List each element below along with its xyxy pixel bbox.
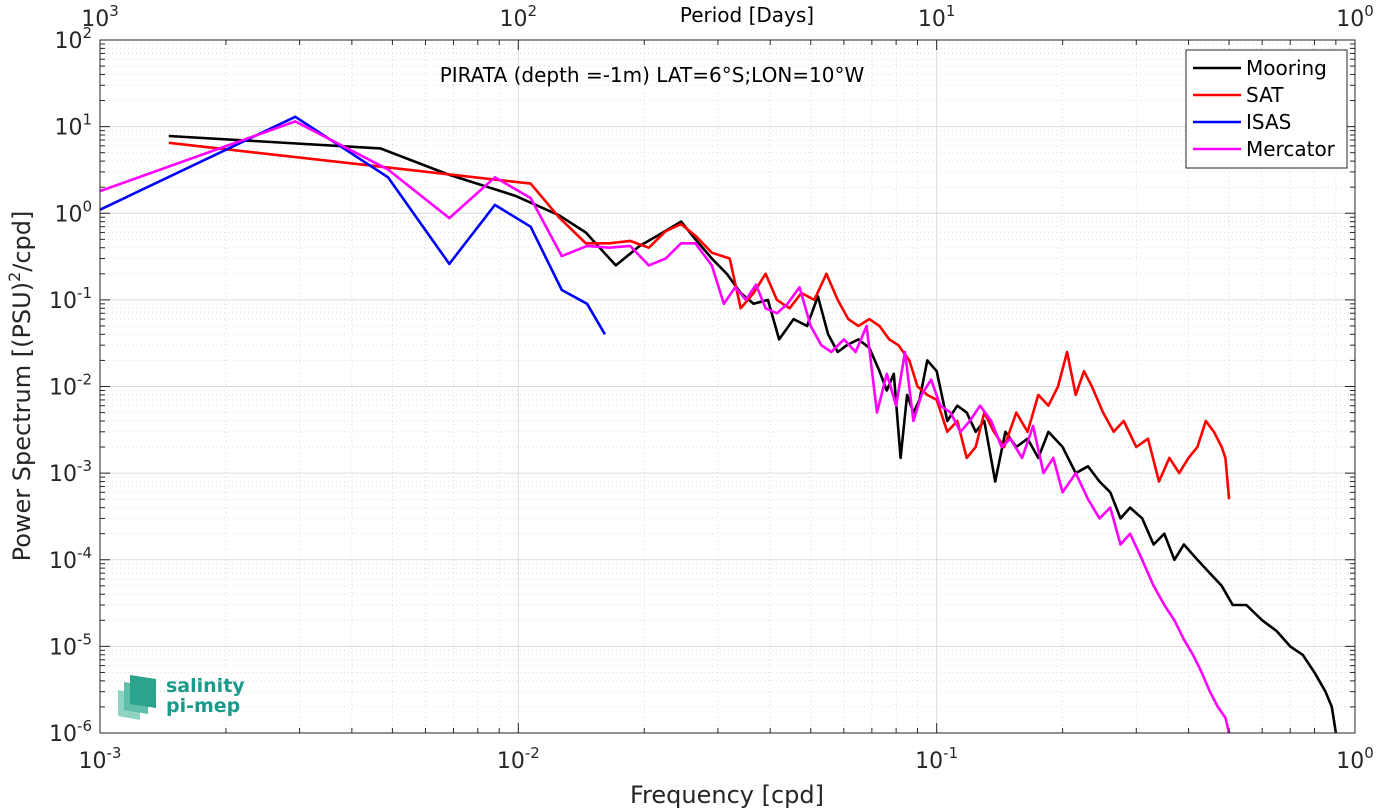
y-tick-label: 10-5	[49, 630, 92, 660]
series-line-sat	[168, 141, 1231, 500]
series-layer	[99, 115, 1338, 734]
logo-wave-3	[130, 675, 156, 708]
x-tick-label-base: 10	[79, 749, 107, 774]
y-tick-label-exp: -5	[77, 630, 92, 648]
logo-line1: salinity	[166, 675, 245, 697]
y-tick-label-exp: -4	[77, 544, 92, 562]
legend-box	[1185, 49, 1348, 169]
x-tick-label: 10-2	[497, 744, 540, 774]
x-tick-label-base: 10	[915, 749, 943, 774]
x-tick-label-exp: 0	[1364, 744, 1374, 762]
y-tick-label: 102	[54, 24, 92, 54]
x-tick-label-base: 10	[1336, 749, 1364, 774]
top-tick-label: 103	[81, 2, 119, 32]
top-tick-label-exp: 2	[528, 2, 538, 20]
y-tick-label: 10-2	[49, 371, 92, 401]
top-tick-label: 102	[500, 2, 538, 32]
y-tick-label-base: 10	[49, 635, 77, 660]
x-tick-label: 100	[1336, 744, 1374, 774]
y-tick-label-exp: 2	[82, 24, 92, 42]
y-tick-label-base: 10	[49, 722, 77, 747]
legend-label-mooring: Mooring	[1246, 56, 1327, 80]
y-tick-label-exp: 0	[82, 197, 92, 215]
series-line-mercator	[99, 120, 1231, 734]
y-tick-label: 10-1	[49, 284, 92, 314]
y-axis-label: Power Spectrum [(PSU)2/cpd]	[5, 211, 36, 562]
y-tick-label-base: 10	[54, 29, 82, 54]
x-tick-label: 10-3	[79, 744, 122, 774]
y-tick-label: 101	[54, 111, 92, 141]
x-tick-label-base: 10	[497, 749, 525, 774]
x-axis-label: Frequency [cpd]	[630, 781, 824, 809]
top-tick-labels: 103 102 101 100	[81, 2, 1374, 32]
x-tick-label-exp: -3	[107, 744, 122, 762]
x-tick-label-exp: -2	[525, 744, 540, 762]
top-tick-label-base: 10	[918, 7, 946, 32]
legend-label-mercator: Mercator	[1246, 137, 1336, 161]
x-tick-labels: 10-3 10-2 10-1 100	[79, 744, 1374, 774]
grid-major	[99, 40, 1355, 734]
legend: Mooring SAT ISAS Mercator	[1185, 49, 1348, 169]
y-tick-label-exp: -6	[77, 717, 92, 735]
y-tick-label: 10-6	[49, 717, 92, 747]
ticks-layer	[99, 39, 1356, 734]
y-tick-label-exp: 1	[82, 111, 92, 129]
y-axis-label-pre: Power Spectrum [(PSU)	[8, 282, 36, 561]
x-tick-label: 10-1	[915, 744, 958, 774]
pi-mep-logo: salinity pi-mep	[118, 675, 245, 720]
y-tick-label-base: 10	[49, 549, 77, 574]
legend-label-sat: SAT	[1246, 83, 1284, 107]
y-tick-label-exp: -3	[77, 457, 92, 475]
top-tick-label-exp: 1	[946, 2, 956, 20]
top-tick-label-base: 10	[1336, 7, 1364, 32]
top-tick-label-base: 10	[500, 7, 528, 32]
y-tick-label-base: 10	[49, 289, 77, 314]
x-tick-label-exp: -1	[943, 744, 958, 762]
y-tick-label: 10-4	[49, 544, 92, 574]
top-tick-label-exp: 0	[1364, 2, 1374, 20]
top-tick-label: 101	[918, 2, 956, 32]
y-axis-label-sup: 2	[5, 272, 24, 282]
top-axis-label: Period [Days]	[680, 3, 814, 27]
logo-line2: pi-mep	[166, 695, 240, 717]
y-tick-label: 100	[54, 197, 92, 227]
top-tick-label-base: 10	[81, 7, 109, 32]
top-tick-label-exp: 3	[109, 2, 119, 20]
legend-label-isas: ISAS	[1246, 110, 1291, 134]
y-tick-label-base: 10	[54, 202, 82, 227]
y-tick-label-exp: -2	[77, 371, 92, 389]
y-tick-label-base: 10	[49, 376, 77, 401]
top-tick-label: 100	[1336, 2, 1374, 32]
chart-annotation: PIRATA (depth =-1m) LAT=6°S;LON=10°W	[440, 63, 865, 87]
y-tick-label-base: 10	[54, 116, 82, 141]
y-tick-label: 10-3	[49, 457, 92, 487]
y-axis-label-post: /cpd]	[8, 211, 36, 272]
y-tick-label-exp: -1	[77, 284, 92, 302]
y-tick-label-base: 10	[49, 462, 77, 487]
